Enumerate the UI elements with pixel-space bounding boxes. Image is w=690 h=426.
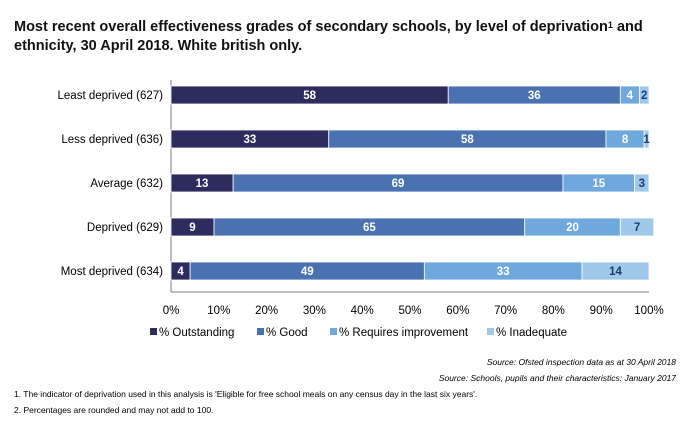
x-tick-label: 60% — [446, 305, 469, 317]
x-tick-label: 100% — [634, 305, 663, 317]
legend-label: % Inadequate — [496, 327, 567, 339]
data-label: 4 — [627, 90, 634, 102]
legend-swatch-requires-improvement — [330, 328, 337, 335]
data-label: 36 — [528, 90, 541, 102]
x-tick-label: 90% — [590, 305, 613, 317]
data-label: 13 — [196, 178, 209, 190]
data-label: 33 — [243, 134, 256, 146]
data-label: 14 — [609, 266, 622, 278]
x-tick-label: 30% — [303, 305, 326, 317]
x-tick-label: 50% — [398, 305, 421, 317]
data-label: 7 — [634, 222, 640, 234]
x-tick-label: 10% — [207, 305, 230, 317]
category-label: Average (632) — [90, 178, 163, 190]
x-tick-label: 40% — [351, 305, 374, 317]
data-label: 20 — [566, 222, 579, 234]
x-tick-label: 70% — [494, 305, 517, 317]
x-tick-label: 80% — [542, 305, 565, 317]
data-label: 58 — [303, 90, 316, 102]
data-label: 58 — [461, 134, 474, 146]
data-label: 65 — [363, 222, 376, 234]
legend-label: % Requires improvement — [339, 327, 469, 339]
legend-swatch-outstanding — [150, 328, 157, 335]
legend-swatch-inadequate — [487, 328, 494, 335]
data-label: 49 — [301, 266, 314, 278]
legend-label: % Good — [266, 327, 308, 339]
category-label: Deprived (629) — [87, 222, 163, 234]
footnote-2: 2. Percentages are rounded and may not a… — [14, 405, 214, 415]
title-footnote-marker: 1 — [607, 20, 613, 30]
category-label: Least deprived (627) — [58, 90, 164, 102]
data-label: 1 — [643, 134, 650, 146]
data-label: 8 — [622, 134, 629, 146]
legend-label: % Outstanding — [159, 327, 234, 339]
data-label: 4 — [177, 266, 184, 278]
bar-segment-inadequate — [639, 85, 650, 105]
title-tail: and ethnicity, 30 April 2018. White brit… — [14, 19, 643, 54]
data-label: 15 — [592, 178, 605, 190]
legend-swatch-good — [257, 328, 264, 335]
bar-segment-inadequate — [581, 261, 650, 281]
category-label: Less deprived (636) — [61, 134, 163, 146]
data-label: 3 — [639, 178, 645, 190]
bar-segment-inadequate — [634, 173, 650, 193]
source-ofsted: Source: Ofsted inspection data as at 30 … — [486, 357, 676, 367]
title-main: Most recent overall effectiveness grades… — [14, 19, 608, 35]
footnote-1: 1. The indicator of deprivation used in … — [14, 389, 478, 399]
bar-segment-inadequate — [619, 217, 655, 237]
source-census: Source: Schools, pupils and their charac… — [438, 373, 676, 383]
data-label: 9 — [189, 222, 195, 234]
bar-segment-inadequate — [643, 129, 650, 149]
chart-title: Most recent overall effectiveness grades… — [14, 18, 680, 56]
x-tick-label: 20% — [255, 305, 278, 317]
x-tick-label: 0% — [163, 305, 180, 317]
data-label: 69 — [392, 178, 405, 190]
data-label: 33 — [497, 266, 510, 278]
data-label: 2 — [641, 90, 647, 102]
category-label: Most deprived (634) — [61, 266, 163, 278]
